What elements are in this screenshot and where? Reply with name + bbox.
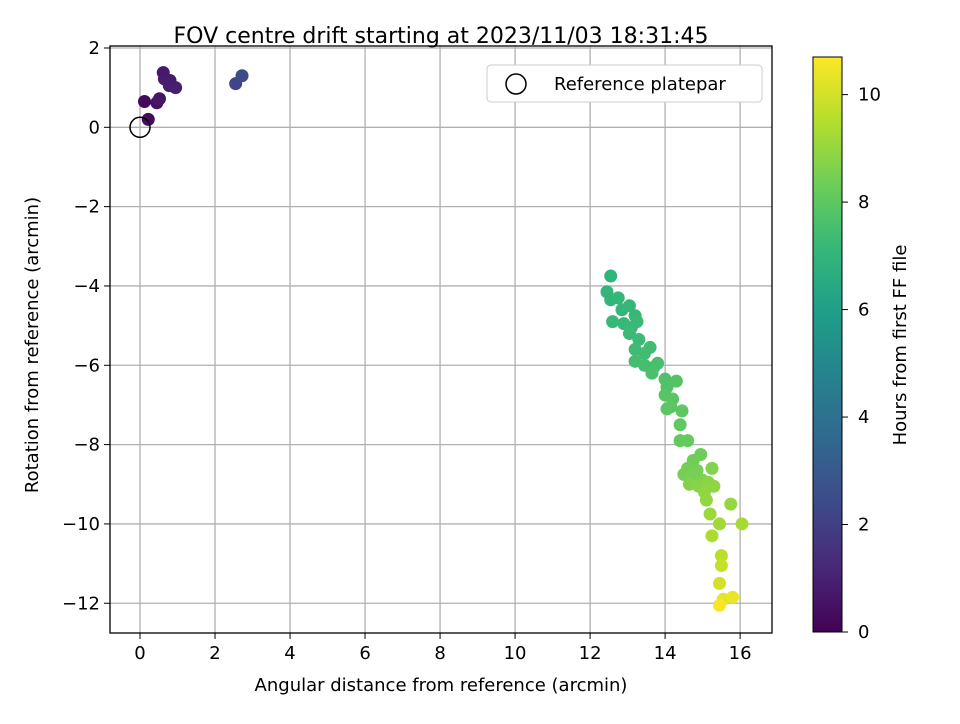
data-point bbox=[735, 517, 749, 531]
data-point bbox=[630, 315, 644, 329]
data-point bbox=[606, 315, 620, 329]
y-tick-label: 2 bbox=[89, 38, 100, 59]
colorbar-label: Hours from first FF file bbox=[890, 245, 911, 446]
data-point bbox=[681, 434, 695, 448]
data-point bbox=[611, 291, 625, 305]
y-tick-label: 0 bbox=[89, 117, 100, 138]
data-point bbox=[622, 327, 636, 341]
data-point bbox=[153, 92, 167, 106]
x-tick-label: 10 bbox=[504, 643, 527, 664]
colorbar bbox=[812, 56, 843, 633]
data-point bbox=[714, 559, 728, 573]
data-point bbox=[726, 590, 740, 604]
data-point bbox=[712, 576, 726, 590]
colorbar-tick-label: 8 bbox=[858, 192, 869, 213]
data-point bbox=[705, 461, 719, 475]
data-point bbox=[643, 340, 657, 354]
x-tick-label: 0 bbox=[134, 643, 145, 664]
data-point bbox=[660, 402, 674, 416]
legend-marker bbox=[505, 73, 527, 95]
data-point bbox=[707, 479, 721, 493]
reference-point-marker bbox=[129, 116, 151, 139]
x-tick-label: 8 bbox=[434, 643, 445, 664]
y-axis-label: Rotation from reference (arcmin) bbox=[22, 197, 43, 493]
x-axis-ticks: 0 2 4 6 8 10 12 14 16 bbox=[134, 633, 752, 664]
data-point bbox=[622, 299, 636, 313]
data-point bbox=[645, 366, 659, 380]
y-tick-label: −10 bbox=[62, 514, 100, 535]
y-tick-label: −6 bbox=[73, 355, 100, 376]
data-point bbox=[724, 497, 738, 511]
legend: Reference platepar bbox=[486, 64, 763, 103]
data-point bbox=[673, 418, 687, 432]
x-tick-label: 2 bbox=[209, 643, 220, 664]
data-point bbox=[705, 529, 719, 543]
data-point bbox=[712, 517, 726, 531]
data-point bbox=[235, 69, 249, 83]
data-points bbox=[138, 66, 749, 612]
x-tick-label: 16 bbox=[729, 643, 752, 664]
data-point bbox=[141, 112, 155, 126]
data-point bbox=[651, 356, 665, 370]
colorbar-tick-label: 0 bbox=[858, 622, 869, 643]
legend-box bbox=[486, 64, 763, 103]
data-point bbox=[138, 95, 152, 109]
data-point bbox=[699, 493, 713, 507]
y-axis-ticks: 2 0 −2 −4 −6 −8 −10 −12 bbox=[62, 38, 110, 614]
reference-point-group bbox=[129, 116, 151, 139]
y-tick-label: −12 bbox=[62, 593, 100, 614]
chart-title: FOV centre drift starting at 2023/11/03 … bbox=[174, 24, 709, 49]
colorbar-tick-label: 6 bbox=[858, 300, 869, 321]
y-tick-label: −2 bbox=[73, 197, 100, 218]
data-point bbox=[703, 507, 717, 521]
data-point bbox=[714, 549, 728, 563]
x-tick-label: 12 bbox=[579, 643, 602, 664]
x-tick-label: 14 bbox=[654, 643, 677, 664]
data-point bbox=[632, 333, 646, 346]
colorbar-tick-label: 4 bbox=[858, 407, 869, 428]
colorbar-ticks: 0 2 4 6 8 10 bbox=[842, 85, 881, 643]
y-tick-label: −8 bbox=[73, 435, 100, 456]
data-point bbox=[169, 81, 183, 95]
grid-lines bbox=[110, 46, 772, 633]
data-point bbox=[712, 598, 726, 612]
colorbar-tick-label: 10 bbox=[858, 85, 881, 106]
x-tick-label: 6 bbox=[359, 643, 370, 664]
data-point bbox=[604, 269, 618, 283]
y-tick-label: −4 bbox=[73, 276, 100, 297]
colorbar-tick-label: 2 bbox=[858, 515, 869, 536]
data-point bbox=[669, 374, 683, 388]
plot-frame bbox=[109, 45, 773, 634]
x-axis-label: Angular distance from reference (arcmin) bbox=[255, 675, 628, 696]
x-tick-label: 4 bbox=[284, 643, 295, 664]
data-point bbox=[675, 404, 689, 418]
legend-label: Reference platepar bbox=[554, 74, 726, 95]
